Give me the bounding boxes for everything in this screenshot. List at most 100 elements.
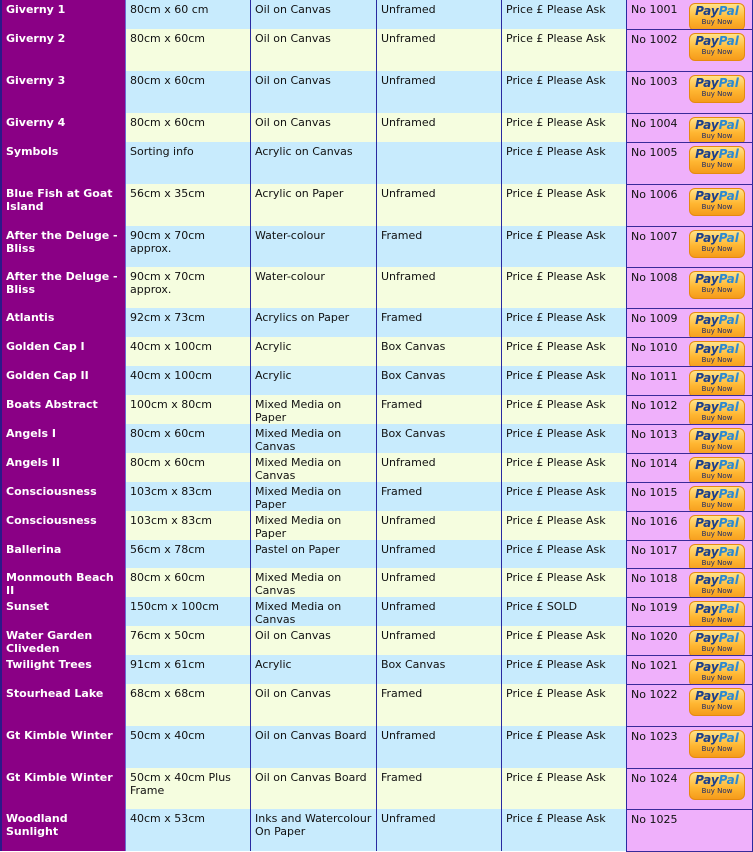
painting-size: 91cm x 61cm [125,655,251,684]
paypal-buy-now-button[interactable]: PayPal Buy Now [689,729,745,758]
reference-number: No 1016 [631,514,678,528]
reference-cell: No 1012 PayPal Buy Now [626,395,753,425]
painting-size: 40cm x 100cm [125,337,251,366]
painting-size: 80cm x 60cm [125,424,251,453]
paypal-logo: PayPal [690,428,744,443]
painting-title: Twilight Trees [0,655,126,684]
painting-framing: Unframed [376,184,502,226]
table-row: Consciousness 103cm x 83cm Mixed Media on … [0,511,753,541]
reference-number: No 1008 [631,270,678,284]
painting-framing: Framed [376,684,502,726]
painting-size: 50cm x 40cm [125,726,251,768]
table-row: Water Garden Cliveden 76cm x 50cm Oil on C… [0,626,753,656]
table-row: Golden Cap I 40cm x 100cm Acrylic Box Canva… [0,337,753,367]
table-row: After the Deluge - Bliss 90cm x 70cm appr… [0,226,753,268]
paypal-buy-now-button[interactable]: PayPal Buy Now [689,187,745,216]
paypal-brand-pay: Pay [695,341,719,356]
paypal-buy-now-button[interactable]: PayPal Buy Now [689,116,745,141]
painting-price: Price £ SOLD [501,597,627,626]
painting-medium: Acrylic [250,366,377,395]
paypal-logo: PayPal [690,457,744,472]
paypal-brand-pal: Pal [718,428,739,443]
paypal-brand-pay: Pay [695,370,719,385]
painting-size: 50cm x 40cm Plus Frame [125,768,251,809]
reference-number: No 1004 [631,116,678,130]
painting-framing: Unframed [376,540,502,568]
painting-framing: Unframed [376,511,502,540]
painting-price: Price £ Please Ask [501,395,627,424]
painting-title: Golden Cap I [0,337,126,366]
paypal-brand-pay: Pay [695,188,719,203]
paypal-brand-pay: Pay [695,146,719,161]
paypal-brand-pal: Pal [718,572,739,587]
painting-framing: Box Canvas [376,424,502,453]
painting-price: Price £ Please Ask [501,453,627,482]
paypal-buy-now-button[interactable]: PayPal Buy Now [689,771,745,800]
buy-now-label: Buy Now [701,384,733,393]
painting-title: After the Deluge - Bliss [0,267,126,308]
painting-title: Water Garden Cliveden [0,626,126,655]
paypal-buy-now-button[interactable]: PayPal Buy Now [689,485,745,510]
paypal-buy-now-button[interactable]: PayPal Buy Now [689,145,745,174]
reference-cell: No 1013 PayPal Buy Now [626,424,753,454]
paypal-brand-pay: Pay [695,772,719,787]
paypal-buy-now-button[interactable]: PayPal Buy Now [689,270,745,299]
reference-cell: No 1018 PayPal Buy Now [626,568,753,598]
paypal-logo: PayPal [690,772,744,787]
paypal-brand-pay: Pay [695,33,719,48]
painting-title: Consciousness [0,511,126,540]
painting-price: Price £ Please Ask [501,768,627,809]
painting-framing: Framed [376,395,502,424]
paypal-buy-now-button[interactable]: PayPal Buy Now [689,32,745,61]
buy-now-label: Buy Now [701,131,733,140]
paypal-logo: PayPal [690,572,744,587]
painting-title: Giverny 2 [0,29,126,71]
paypal-buy-now-button[interactable]: PayPal Buy Now [689,3,745,28]
painting-price: Price £ Please Ask [501,540,627,568]
paypal-brand-pal: Pal [718,486,739,501]
painting-price: Price £ Please Ask [501,424,627,453]
paypal-buy-now-button[interactable]: PayPal Buy Now [689,340,745,365]
paypal-buy-now-button[interactable]: PayPal Buy Now [689,398,745,423]
painting-medium: Acrylic [250,337,377,366]
paypal-buy-now-button[interactable]: PayPal Buy Now [689,629,745,654]
painting-size: 90cm x 70cm approx. [125,267,251,308]
painting-size: 103cm x 83cm [125,482,251,511]
painting-price: Price £ Please Ask [501,337,627,366]
paypal-brand-pal: Pal [718,515,739,530]
paypal-brand-pay: Pay [695,457,719,472]
buy-now-label: Buy Now [701,89,733,98]
painting-title: Atlantis [0,308,126,337]
table-row: Giverny 3 80cm x 60cm Oil on Canvas Unframe… [0,71,753,114]
reference-number: No 1010 [631,340,678,354]
table-row: Stourhead Lake 68cm x 68cm Oil on Canvas Fr… [0,684,753,727]
painting-medium: Oil on Canvas [250,0,377,29]
paypal-buy-now-button[interactable]: PayPal Buy Now [689,600,745,625]
paypal-buy-now-button[interactable]: PayPal Buy Now [689,543,745,567]
paypal-brand-pal: Pal [718,601,739,616]
table-row: Gt Kimble Winter 50cm x 40cm Oil on Canvas… [0,726,753,769]
paypal-buy-now-button[interactable]: PayPal Buy Now [689,456,745,481]
painting-price: Price £ Please Ask [501,726,627,768]
table-row: Twilight Trees 91cm x 61cm Acrylic Box Canv… [0,655,753,685]
painting-price: Price £ Please Ask [501,626,627,655]
paypal-brand-pay: Pay [695,75,719,90]
painting-title: Monmouth Beach II [0,568,126,597]
paypal-brand-pay: Pay [695,730,719,745]
painting-price: Price £ Please Ask [501,809,627,851]
paypal-buy-now-button[interactable]: PayPal Buy Now [689,369,745,394]
paypal-buy-now-button[interactable]: PayPal Buy Now [689,687,745,716]
painting-price: Price £ Please Ask [501,0,627,29]
paypal-buy-now-button[interactable]: PayPal Buy Now [689,658,745,683]
painting-framing: Unframed [376,0,502,29]
paypal-buy-now-button[interactable]: PayPal Buy Now [689,74,745,103]
paypal-buy-now-button[interactable]: PayPal Buy Now [689,514,745,539]
paypal-buy-now-button[interactable]: PayPal Buy Now [689,571,745,596]
paypal-logo: PayPal [690,515,744,530]
painting-price: Price £ Please Ask [501,226,627,267]
paypal-buy-now-button[interactable]: PayPal Buy Now [689,311,745,336]
paypal-buy-now-button[interactable]: PayPal Buy Now [689,427,745,452]
paypal-buy-now-button[interactable]: PayPal Buy Now [689,229,745,258]
buy-now-label: Buy Now [701,442,733,451]
buy-now-label: Buy Now [701,702,733,711]
